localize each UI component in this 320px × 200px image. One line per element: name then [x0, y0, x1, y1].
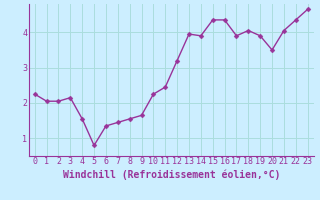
X-axis label: Windchill (Refroidissement éolien,°C): Windchill (Refroidissement éolien,°C) — [62, 169, 280, 180]
